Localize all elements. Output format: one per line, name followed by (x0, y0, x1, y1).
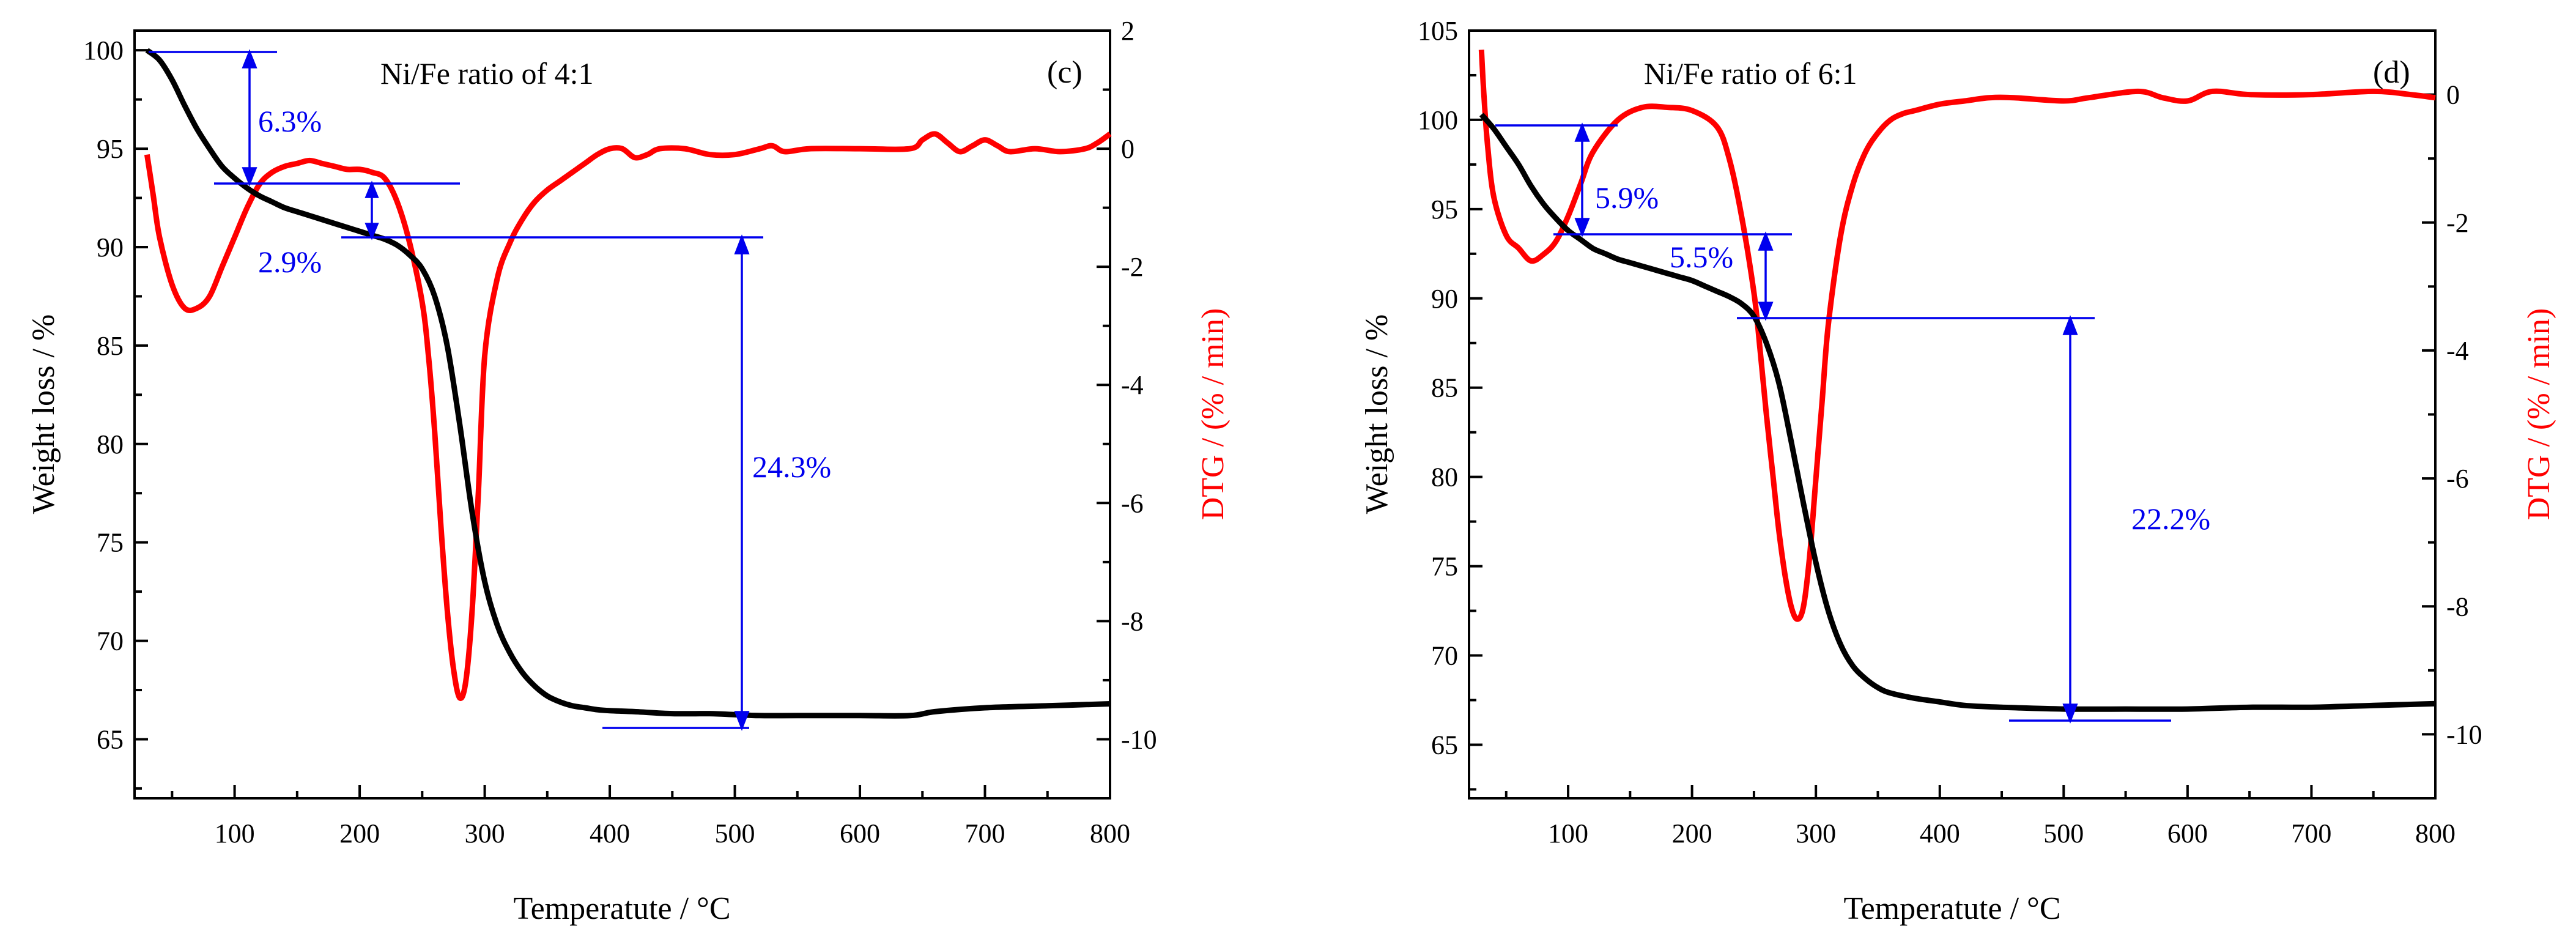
x-tick-label: 200 (339, 818, 380, 848)
left-tick-label: 70 (97, 626, 124, 656)
x-tick-label: 800 (2415, 818, 2456, 848)
panel-c-weight-loss-curve (145, 48, 1111, 719)
panel-d-dtg-curve (1478, 50, 2436, 622)
left-tick-label: 65 (1431, 730, 1458, 760)
right-tick-label: 2 (1121, 16, 1134, 46)
right-tick-label: -8 (2446, 592, 2469, 622)
panel-d-left-axis-label: Weight loss / % (1360, 314, 1394, 514)
left-tick-label: 95 (1431, 195, 1458, 225)
panel-d-left-tick-labels: 65 70 75 80 85 90 95 100 105 (1418, 16, 1458, 760)
left-tick-label: 90 (1431, 284, 1458, 314)
right-tick-label: -6 (2446, 464, 2469, 494)
left-tick-label: 105 (1418, 16, 1458, 46)
right-tick-label: -2 (1121, 252, 1144, 282)
panel-c-annotation-1: 6.3% (258, 104, 322, 138)
x-tick-label: 100 (215, 818, 255, 848)
panel-d-label: (d) (2373, 55, 2410, 90)
left-tick-label: 80 (97, 429, 124, 459)
panel-d-tick-marks (1469, 29, 2437, 798)
x-tick-label: 300 (1796, 818, 1836, 848)
right-tick-label: -4 (2446, 336, 2469, 366)
panel-c-x-axis-label: Temperatute / °C (513, 891, 730, 926)
panel-d-annotation-2: 5.5% (1670, 240, 1733, 274)
panel-c-label: (c) (1047, 55, 1083, 90)
x-tick-label: 500 (715, 818, 755, 848)
left-tick-label: 95 (97, 134, 124, 164)
left-tick-label: 75 (97, 528, 124, 558)
left-tick-label: 80 (1431, 462, 1458, 492)
panel-c-x-tick-labels: 100 200 300 400 500 600 700 800 (215, 818, 1130, 848)
panel-d-right-axis-label: DTG / (% / min) (2522, 308, 2556, 521)
right-tick-label: -10 (1121, 724, 1157, 754)
panel-c-plot-frame (133, 29, 1111, 800)
right-tick-label: -2 (2446, 208, 2469, 238)
panel-d-right-tick-labels: -10 -8 -6 -4 -2 0 (2446, 80, 2482, 750)
x-tick-label: 200 (1672, 818, 1712, 848)
left-tick-label: 90 (97, 232, 124, 262)
x-tick-label: 600 (840, 818, 880, 848)
x-tick-label: 700 (2291, 818, 2331, 848)
panel-d-weight-loss-curve (1479, 113, 2436, 712)
left-tick-label: 85 (97, 331, 124, 361)
panel-d-measure-lines (1495, 122, 2171, 724)
panel-c-title: Ni/Fe ratio of 4:1 (380, 56, 594, 91)
panel-c: 100 200 300 400 500 600 700 800 65 70 75 80 85 90 95 1… (26, 16, 1231, 926)
right-tick-label: 0 (2446, 80, 2460, 110)
left-tick-label: 65 (97, 724, 124, 754)
panel-d-plot-frame (1468, 29, 2437, 800)
right-tick-label: -4 (1121, 370, 1144, 400)
panel-c-left-axis-label: Weight loss / % (26, 314, 61, 514)
x-tick-label: 100 (1548, 818, 1588, 848)
panel-d-title: Ni/Fe ratio of 6:1 (1644, 56, 1857, 91)
left-tick-label: 70 (1431, 641, 1458, 671)
right-tick-label: -6 (1121, 488, 1144, 518)
panel-c-right-axis-label: DTG / (% / min) (1196, 308, 1231, 521)
panel-c-tick-marks (135, 29, 1111, 798)
panel-d-x-tick-labels: 100 200 300 400 500 600 700 800 (1548, 818, 2456, 848)
x-tick-label: 800 (1090, 818, 1130, 848)
right-tick-label: -8 (1121, 606, 1144, 636)
panel-d-x-axis-label: Temperatute / °C (1843, 891, 2060, 926)
panel-d-annotation-3: 22.2% (2131, 502, 2210, 536)
left-tick-label: 75 (1431, 552, 1458, 582)
panel-c-right-tick-labels: -10 -8 -6 -4 -2 0 2 (1121, 16, 1157, 754)
x-tick-label: 600 (2167, 818, 2208, 848)
panel-c-dtg-curve (144, 131, 1112, 702)
left-tick-label: 100 (83, 35, 124, 65)
left-tick-label: 100 (1418, 105, 1458, 135)
x-tick-label: 400 (590, 818, 630, 848)
panel-d-annotation-1: 5.9% (1595, 180, 1659, 215)
panel-c-annotation-2: 2.9% (258, 245, 322, 279)
panel-c-measure-lines (149, 49, 763, 731)
x-tick-label: 300 (465, 818, 505, 848)
panel-c-left-tick-labels: 65 70 75 80 85 90 95 100 (83, 35, 124, 754)
panel-c-annotation-3: 24.3% (752, 450, 831, 484)
x-tick-label: 400 (1920, 818, 1960, 848)
panel-d: 100 200 300 400 500 600 700 800 65 70 75 80 85 90 95 1… (1360, 16, 2556, 926)
x-tick-label: 700 (965, 818, 1005, 848)
left-tick-label: 85 (1431, 373, 1458, 403)
right-tick-label: -10 (2446, 719, 2482, 749)
x-tick-label: 500 (2043, 818, 2084, 848)
right-tick-label: 0 (1121, 134, 1134, 164)
